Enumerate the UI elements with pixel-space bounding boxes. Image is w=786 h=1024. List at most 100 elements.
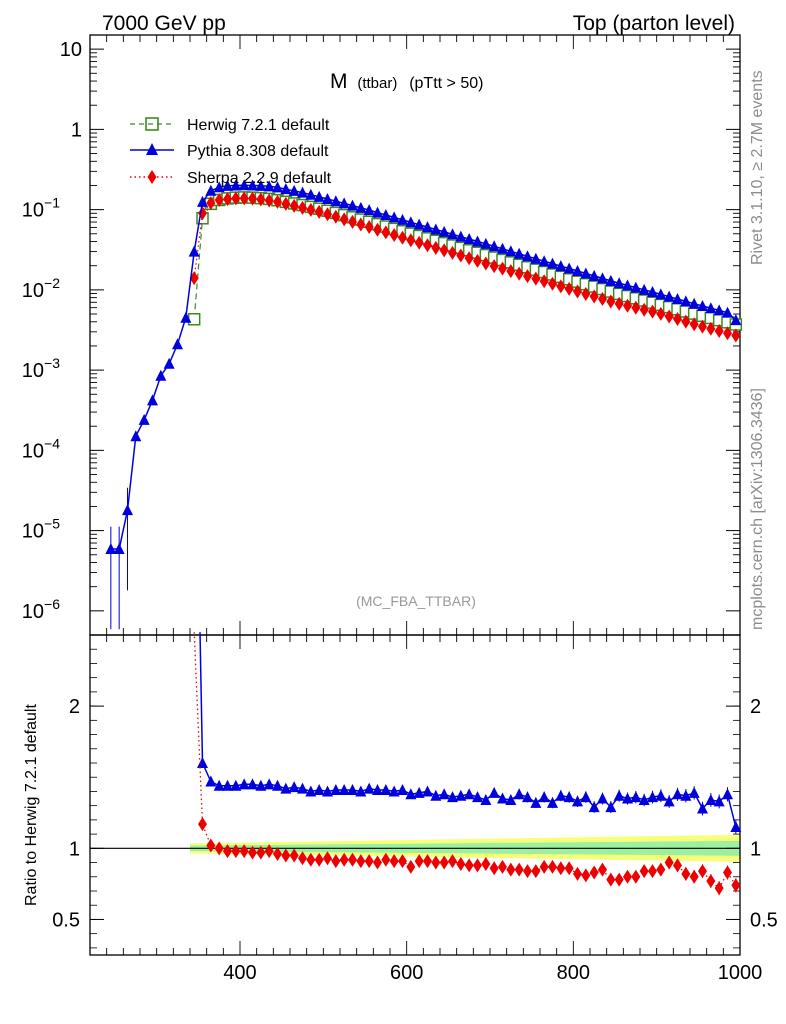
sherpa-ratio-point [431,855,441,870]
main-ytick-label: 10−2 [22,275,60,302]
pythia-ratio-point [413,786,425,798]
legend-sherpa-marker [147,170,157,184]
sherpa-main-point [506,264,516,279]
sherpa-main-point [681,314,691,329]
sherpa-ratio-point [456,856,466,871]
pythia-ratio-point [697,802,708,814]
pythia-main-point [580,267,592,279]
main-ytick-label: 10−4 [22,435,60,462]
pythia-ratio-point [222,779,233,791]
pythia-main-point [647,286,658,298]
ratio-ytick-label-right: 1 [750,838,761,860]
sherpa-main-point [456,248,466,263]
sherpa-ratio-point [464,858,474,873]
sherpa-ratio-point [556,861,566,876]
mcplots-label: mcplots.cern.ch [arXiv:1306.3436] [749,388,766,630]
pythia-ratio-point [263,778,275,790]
sherpa-main-point [573,284,582,299]
pythia-ratio-point [480,793,492,805]
pythia-main-point [163,357,175,369]
pythia-ratio-point [663,795,675,807]
sherpa-ratio-point [664,855,674,870]
sherpa-ratio-point [564,861,574,876]
sherpa-main-point [431,240,441,255]
pythia-main-point [305,188,317,200]
legend-pythia-label: Pythia 8.308 default [187,143,329,160]
sherpa-ratio-point [548,859,557,874]
pythia-ratio-point [488,786,500,798]
analysis-tag: (MC_FBA_TTBAR) [356,593,476,609]
pythia-main-point [455,230,467,242]
sherpa-main-point [323,207,332,222]
sherpa-ratio-point [231,844,241,859]
pythia-main-point [563,262,575,274]
sherpa-main-point [406,233,416,248]
sherpa-main-point [489,259,499,274]
sherpa-main-point [698,319,707,334]
pythia-main-point [288,184,300,196]
pythia-ratio-point [288,781,300,793]
pythia-main-point [130,430,142,442]
pythia-main-point [513,247,525,259]
sherpa-ratio-point [523,864,532,879]
pythia-ratio-point [197,757,208,768]
pythia-ratio-point [297,782,308,794]
sherpa-main-point [606,294,616,309]
sherpa-main-point [673,312,682,327]
header-right: Top (parton level) [573,12,735,35]
pythia-ratio-point [313,784,325,796]
sherpa-main-point [589,289,599,304]
pythia-main-point [197,195,208,207]
sherpa-main-point [373,222,382,237]
pythia-ratio-point [205,775,217,787]
pythia-main-point [138,413,150,425]
pythia-ratio-point [305,785,317,797]
sherpa-ratio-point [223,844,232,859]
pythia-ratio-point [672,788,683,800]
sherpa-main-point [631,300,641,315]
sherpa-main-point [356,217,366,232]
main-ytick-label: 10−3 [22,355,60,382]
legend-herwig-label: Herwig 7.2.1 default [187,117,330,134]
pythia-main-point [213,181,225,193]
pythia-ratio-point [322,785,333,797]
sherpa-main-point [223,192,232,207]
pythia-ratio-point [463,788,475,800]
sherpa-main-point [289,198,299,213]
sherpa-main-point [556,279,566,294]
pythia-ratio-point [497,792,508,804]
pythia-main-point [463,233,475,245]
sherpa-ratio-point [639,864,649,879]
sherpa-ratio-point [214,841,224,856]
sherpa-ratio-point [631,869,641,884]
pythia-main-point [147,394,158,406]
ratio-ytick-label-left: 2 [69,696,80,718]
ratio-ytick-label-right: 0.5 [750,909,778,931]
sherpa-ratio-point [481,856,491,871]
sherpa-main-point [339,212,349,227]
pythia-main-point [397,213,408,225]
header-left: 7000 GeV pp [102,12,226,35]
pythia-ratio-point [430,789,442,801]
sherpa-main-point [464,251,474,266]
pythia-main-point [363,204,375,216]
sherpa-main-point [314,204,324,219]
pythia-ratio-point [230,779,242,791]
sherpa-ratio-point [323,851,332,866]
sherpa-ratio-point [448,854,457,869]
pythia-main-point [255,179,267,191]
legend-herwig: Herwig 7.2.1 default [130,117,330,134]
pythia-main-point [188,245,200,257]
plot-title-cut: (pTtt > 50) [409,75,483,92]
pythia-ratio-point [247,778,258,790]
ratio-ylabel: Ratio to Herwig 7.2.1 default [23,704,40,906]
sherpa-main-point [564,281,574,296]
pythia-ratio-point [280,782,292,794]
sherpa-main-point [439,243,449,258]
pythia-main-point [113,542,125,554]
sherpa-ratio-point [531,864,541,879]
sherpa-ratio-point [723,865,732,880]
sherpa-main-point [498,261,507,276]
pythia-ratio-point [272,779,283,791]
pythia-main-point [555,260,567,272]
